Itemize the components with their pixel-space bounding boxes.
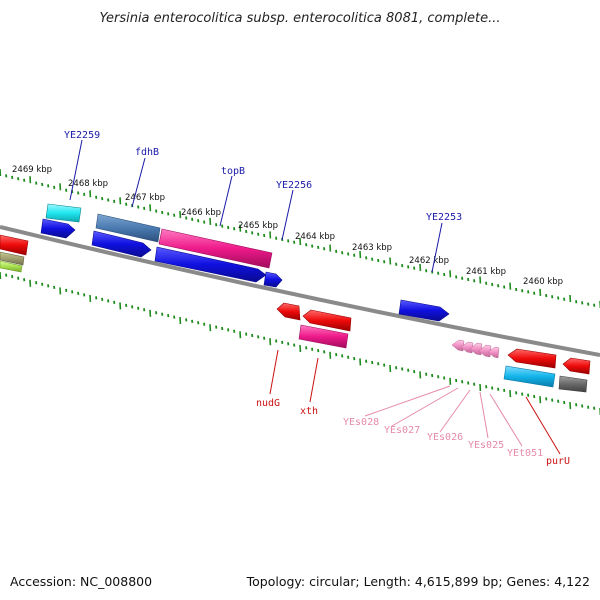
leader-yet051 <box>489 393 523 447</box>
leader-ye2256 <box>281 189 294 241</box>
lower-tick-arc <box>0 271 600 416</box>
gene-label-xth[interactable]: xth <box>300 406 318 417</box>
leader-yes025 <box>479 391 489 439</box>
gene-blue-1[interactable] <box>40 218 76 239</box>
gene-label-fdhb[interactable]: fdhB <box>135 147 159 158</box>
map-title: Yersinia enterocolitica subsp. enterocol… <box>99 11 500 26</box>
gene-label-ye2259[interactable]: YE2259 <box>64 130 100 141</box>
leader-fdhb <box>131 157 146 208</box>
gene-label-yes028[interactable]: YEs028 <box>343 417 379 428</box>
tick-label-2460: 2460 kbp <box>523 277 563 287</box>
gene-pink-yes027[interactable] <box>460 341 474 354</box>
gene-lime-left[interactable] <box>0 260 23 273</box>
bottom-leader-lines <box>269 349 561 455</box>
gene-label-topb[interactable]: topB <box>221 166 245 177</box>
leader-nudg <box>269 349 279 395</box>
gene-gray-1[interactable] <box>558 375 588 393</box>
leader-yes027 <box>391 387 459 427</box>
tick-labels: 2469 kbp 2468 kbp 2467 kbp 2466 kbp 2465… <box>12 165 563 287</box>
genome-summary-text: Topology: circular; Length: 4,615,899 bp… <box>246 574 590 589</box>
gene-label-ye2256[interactable]: YE2256 <box>276 180 312 191</box>
gene-red-xth[interactable] <box>302 309 352 332</box>
tick-label-2468: 2468 kbp <box>68 179 108 189</box>
genes-lower <box>276 302 591 393</box>
gene-red-nudg[interactable] <box>276 302 301 321</box>
gene-label-yes027[interactable]: YEs027 <box>384 425 420 436</box>
upper-tick-arc <box>0 168 600 309</box>
tick-label-2461: 2461 kbp <box>466 267 506 277</box>
tick-label-2464: 2464 kbp <box>295 232 335 242</box>
gene-olive-left[interactable] <box>0 251 25 266</box>
tick-label-2466: 2466 kbp <box>181 208 221 218</box>
gene-label-ye2253[interactable]: YE2253 <box>426 212 462 223</box>
gene-steel-fdhb[interactable] <box>95 213 161 243</box>
tick-label-2462: 2462 kbp <box>409 256 449 266</box>
leader-ye2253 <box>431 222 443 273</box>
gene-blue-2[interactable] <box>91 230 152 258</box>
gene-red-left[interactable] <box>0 234 29 256</box>
top-leader-lines <box>69 139 443 273</box>
gene-red-pury[interactable] <box>507 348 557 369</box>
genome-backbone <box>0 225 600 357</box>
gene-label-yes025[interactable]: YEs025 <box>468 440 504 451</box>
gene-magenta-topb[interactable] <box>158 228 273 269</box>
tick-label-2465: 2465 kbp <box>238 221 278 231</box>
leader-topb <box>219 175 233 227</box>
bottom-gene-labels: nudG xth YEs028 YEs027 YEs026 YEs025 YEt… <box>256 398 570 467</box>
gene-pink-yes028[interactable] <box>451 339 465 352</box>
tick-label-2467: 2467 kbp <box>125 193 165 203</box>
gene-label-puru[interactable]: purU <box>546 456 570 467</box>
accession-text: Accession: NC_008800 <box>10 574 152 589</box>
gene-magenta-xth[interactable] <box>298 324 349 349</box>
tick-label-2463: 2463 kbp <box>352 243 392 253</box>
genes-upper-inner <box>40 218 450 322</box>
leader-ye2259 <box>69 139 83 201</box>
gene-cyan-ye2259[interactable] <box>45 203 82 223</box>
tick-label-2469: 2469 kbp <box>12 165 52 175</box>
gene-sky-1[interactable] <box>503 365 556 388</box>
leader-puru <box>525 396 561 455</box>
gene-pink-yes026[interactable] <box>469 342 483 356</box>
gene-blue-3[interactable] <box>154 246 267 283</box>
genes-upper-outer <box>45 203 273 269</box>
gene-label-yet051[interactable]: YEt051 <box>507 448 543 459</box>
leader-yes026 <box>439 389 471 433</box>
gene-label-yes026[interactable]: YEs026 <box>427 432 463 443</box>
gene-blue-4[interactable] <box>263 271 283 288</box>
leader-yes028 <box>364 385 451 417</box>
gene-pink-yes025[interactable] <box>478 344 492 358</box>
top-gene-labels: YE2259 fdhB topB YE2256 YE2253 <box>64 130 462 223</box>
gene-pink-yet051[interactable] <box>487 346 500 359</box>
gene-label-nudg[interactable]: nudG <box>256 398 280 409</box>
genes-left-edge <box>0 234 29 273</box>
gene-red-purU[interactable] <box>562 357 591 375</box>
gene-blue-ye2253[interactable] <box>398 299 450 322</box>
leader-xth <box>309 357 319 403</box>
